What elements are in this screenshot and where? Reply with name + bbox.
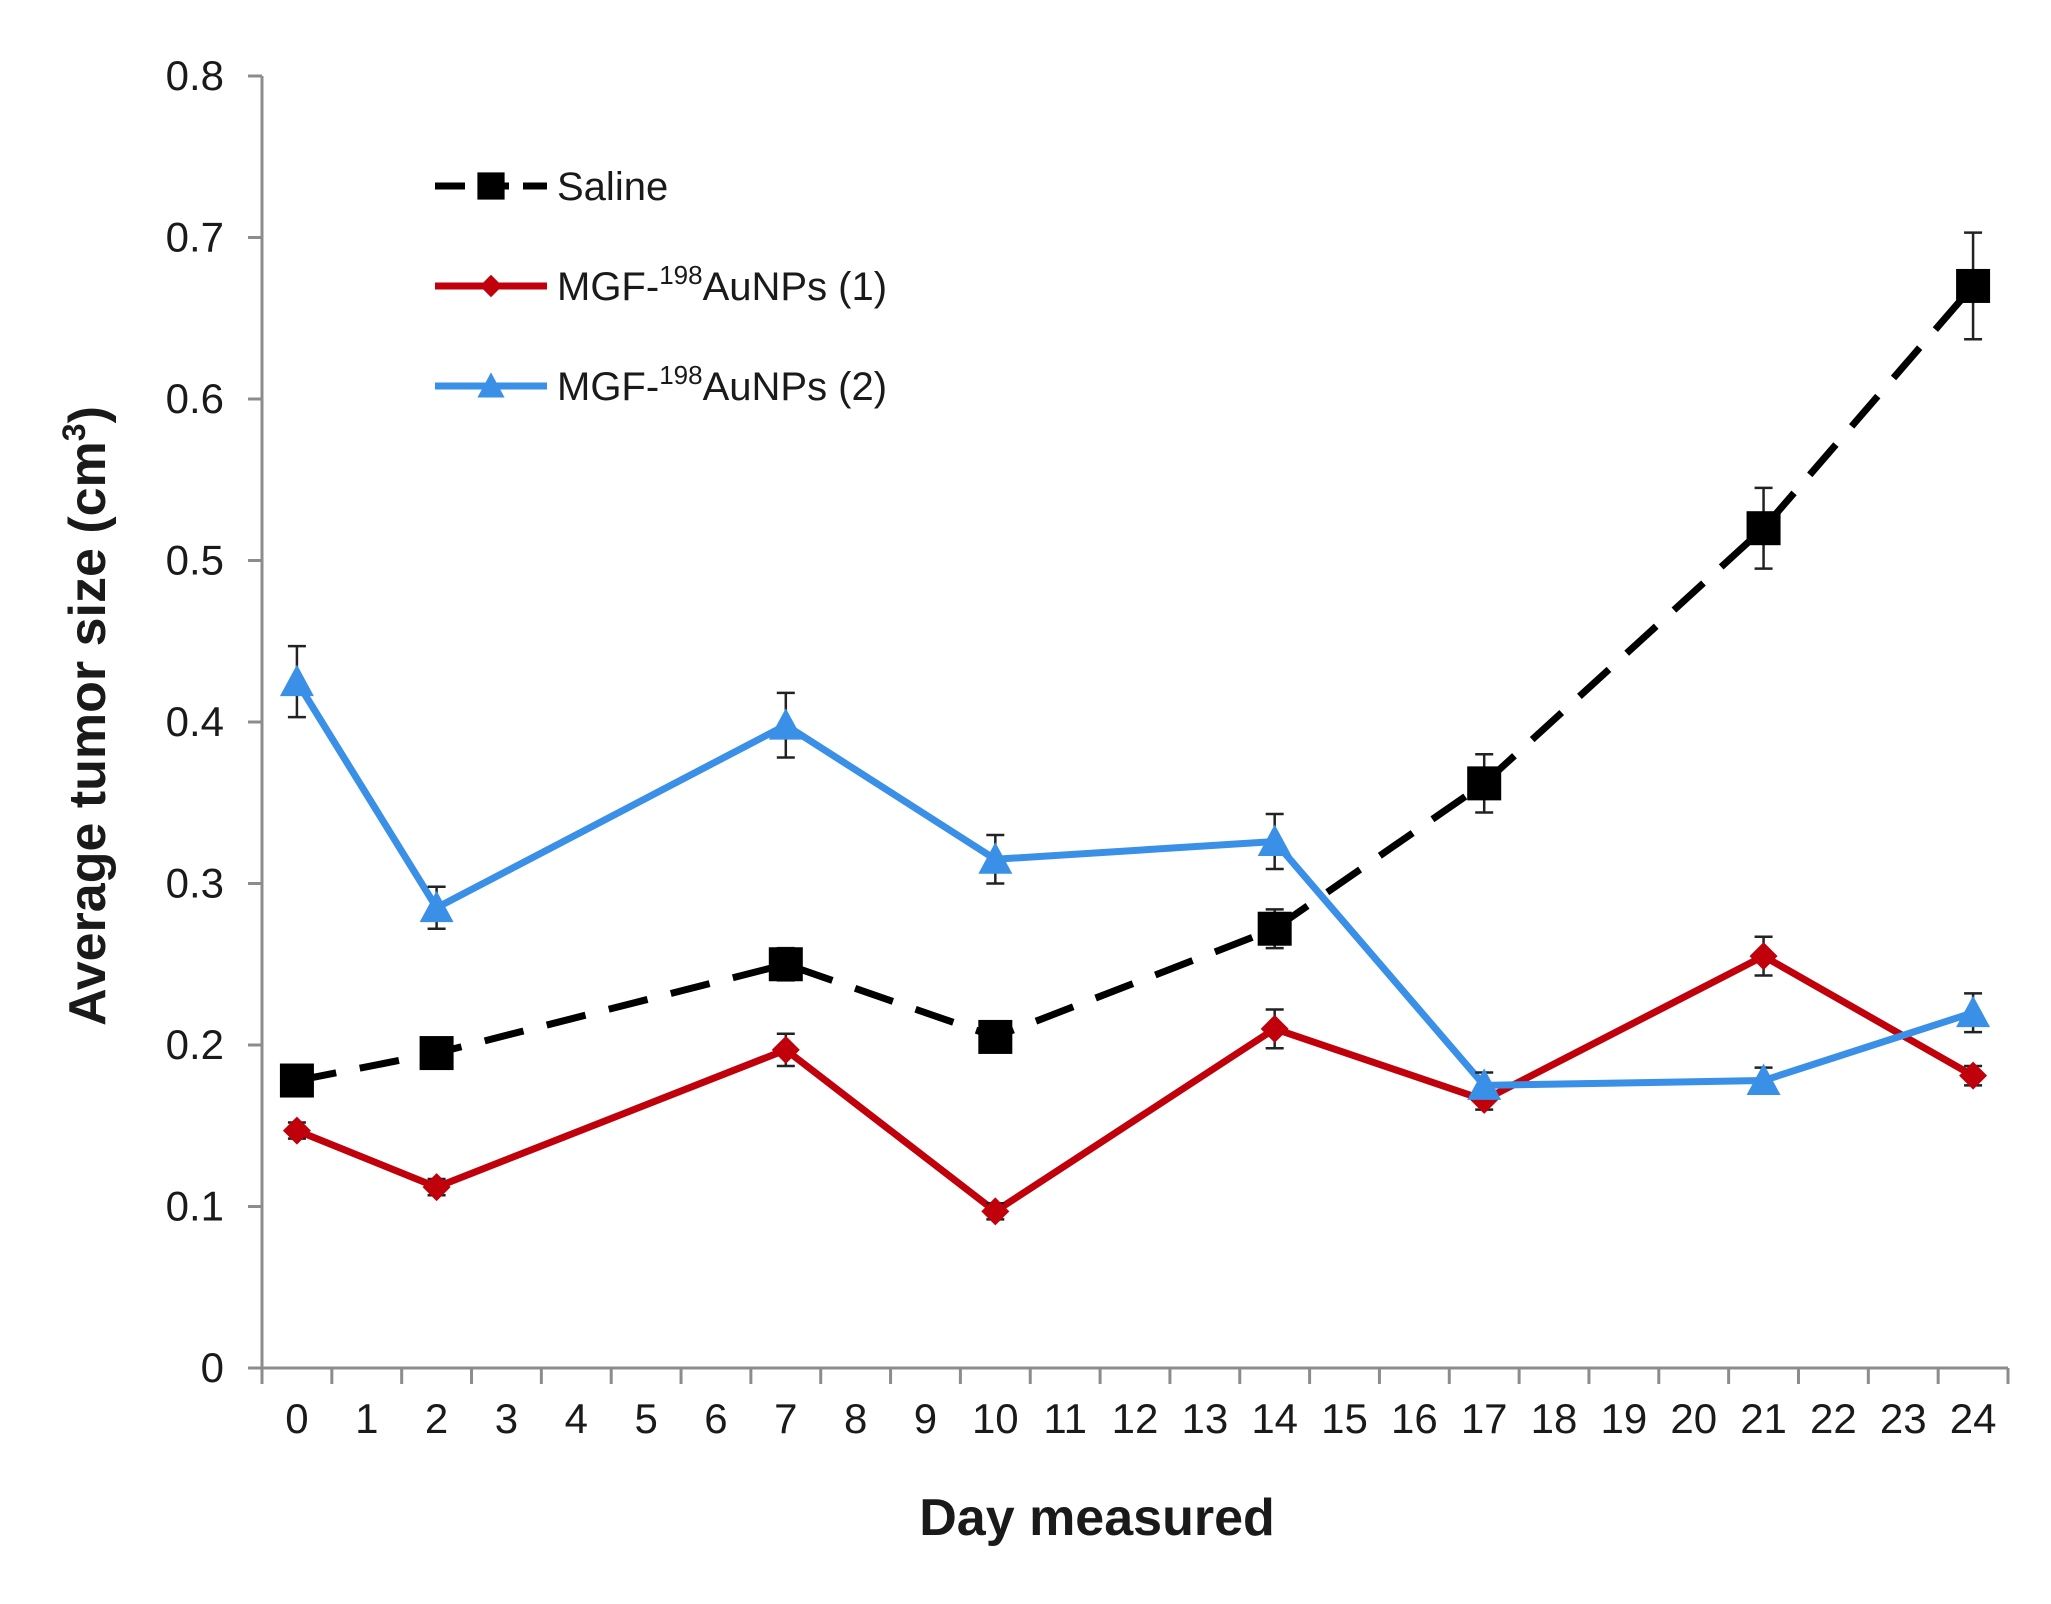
data-point — [279, 664, 314, 697]
data-point — [1959, 1061, 1988, 1090]
series-line — [295, 952, 1975, 1215]
x-tick-label: 23 — [1880, 1395, 1927, 1442]
legend-entry-1: MGF-198AuNPs (1) — [435, 260, 887, 309]
x-tick-label: 14 — [1251, 1395, 1298, 1442]
series-line — [293, 679, 1975, 1089]
x-tick-label: 24 — [1950, 1395, 1997, 1442]
legend-label: Saline — [557, 165, 668, 209]
y-tick-label: 0 — [201, 1344, 224, 1391]
legend-label-part: MGF- — [557, 265, 659, 309]
x-tick-label: 12 — [1112, 1395, 1159, 1442]
y-axis-title-main: Average tumor size (cm — [59, 441, 117, 1026]
tick-labels: 00.10.20.30.40.50.60.70.80 1 2 3 4 5 6 7 8 9 10 11 1… — [166, 52, 1997, 1442]
legend-label-part: AuNPs (1) — [703, 265, 888, 309]
axes — [248, 74, 2010, 1384]
y-tick-label: 0.7 — [166, 214, 224, 261]
legend-swatch-marker — [479, 274, 503, 298]
y-tick-label: 0.5 — [166, 537, 224, 584]
legend-label-part: AuNPs (2) — [703, 365, 888, 409]
x-tick-label: 18 — [1531, 1395, 1578, 1442]
x-tick-label: 16 — [1391, 1395, 1438, 1442]
x-tick-label: 20 — [1670, 1395, 1717, 1442]
x-axis-title: Day measured — [919, 1489, 1275, 1547]
y-tick-label: 0.4 — [166, 698, 224, 745]
data-point — [422, 1173, 451, 1202]
x-tick-label: 4 — [565, 1395, 588, 1442]
legend-label: MGF-198AuNPs (1) — [557, 260, 887, 309]
data-point — [978, 1019, 1013, 1054]
data-point — [1257, 824, 1292, 856]
data-point — [1467, 766, 1502, 801]
x-tick-label: 22 — [1810, 1395, 1857, 1442]
y-axis-title: Average tumor size (cm3) — [56, 406, 117, 1026]
legend-entry-0: Saline — [435, 165, 668, 209]
series-1 — [282, 935, 1988, 1226]
x-tick-label: 3 — [495, 1395, 518, 1442]
y-tick-label: 0.1 — [166, 1183, 224, 1230]
data-point — [978, 842, 1013, 874]
data-point — [1956, 995, 1991, 1028]
data-point — [1257, 911, 1292, 946]
y-tick-label: 0.3 — [166, 860, 224, 907]
data-point — [282, 1116, 311, 1145]
x-tick-label: 5 — [634, 1395, 657, 1442]
legend-label-sup: 198 — [659, 360, 702, 390]
data-point — [1467, 1068, 1502, 1100]
x-tick-label: 7 — [774, 1395, 797, 1442]
y-tick-label: 0.8 — [166, 52, 224, 99]
data-point — [279, 1063, 314, 1098]
data-point — [419, 890, 454, 923]
x-tick-label: 21 — [1740, 1395, 1787, 1442]
legend-swatch-marker — [477, 172, 505, 200]
y-tick-label: 0.6 — [166, 375, 224, 422]
legend-swatch-marker — [477, 372, 505, 398]
data-point — [419, 1036, 454, 1071]
series-0 — [279, 231, 1991, 1098]
data-point — [1746, 1063, 1781, 1095]
series-2 — [279, 644, 1991, 1100]
legend-entry-2: MGF-198AuNPs (2) — [435, 360, 887, 409]
x-tick-label: 6 — [704, 1395, 727, 1442]
y-tick-label: 0.2 — [166, 1021, 224, 1068]
x-tick-label: 17 — [1461, 1395, 1508, 1442]
legend-label: MGF-198AuNPs (2) — [557, 360, 887, 409]
legend-label-part: Saline — [557, 165, 668, 209]
x-tick-label: 2 — [425, 1395, 448, 1442]
data-point — [1260, 1014, 1289, 1043]
y-axis-title-sup: 3 — [56, 423, 92, 441]
series-line — [296, 283, 1976, 1084]
x-tick-label: 1 — [355, 1395, 378, 1442]
data-point — [1746, 511, 1781, 546]
data-point — [768, 947, 803, 982]
y-axis-title-close: ) — [59, 406, 117, 423]
x-tick-label: 11 — [1043, 1395, 1087, 1442]
data-point — [1956, 268, 1991, 303]
x-tick-label: 19 — [1601, 1395, 1648, 1442]
legend-label-sup: 198 — [659, 260, 702, 290]
x-tick-label: 15 — [1321, 1395, 1368, 1442]
x-tick-label: 8 — [844, 1395, 867, 1442]
data-point — [771, 1035, 800, 1064]
x-tick-label: 13 — [1181, 1395, 1228, 1442]
x-tick-label: 10 — [972, 1395, 1019, 1442]
data-point — [1749, 942, 1778, 971]
series-layer — [279, 231, 1991, 1226]
data-point — [768, 708, 803, 740]
x-tick-label: 0 — [285, 1395, 308, 1442]
data-point — [981, 1197, 1010, 1226]
legend-label-part: MGF- — [557, 365, 659, 409]
x-tick-label: 9 — [914, 1395, 937, 1442]
